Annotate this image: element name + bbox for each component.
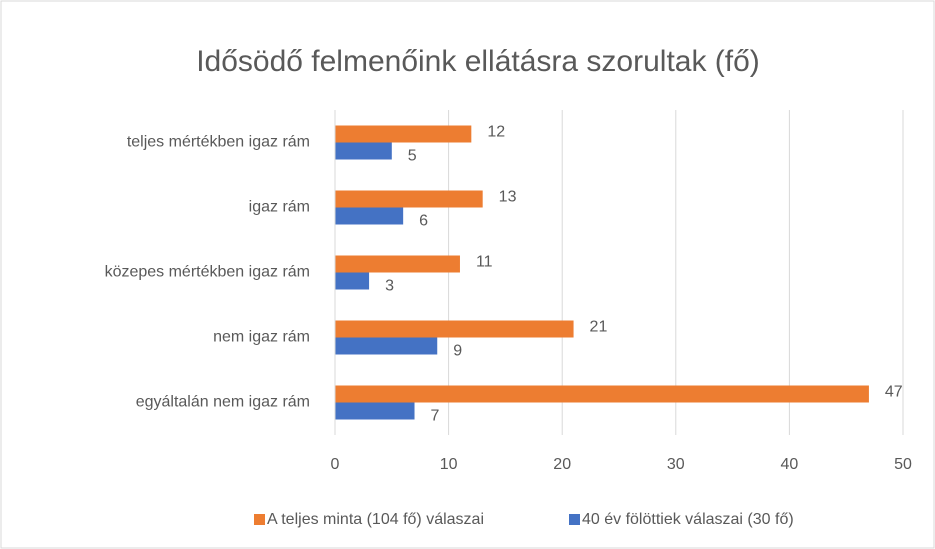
bar	[335, 320, 574, 338]
y-tick-label: nem igaz rám	[213, 329, 310, 346]
legend-swatch	[569, 514, 580, 525]
bar	[335, 272, 370, 290]
data-label: 12	[487, 124, 505, 141]
chart-title: Idősödő felmenőink ellátásra szorultak (…	[196, 45, 760, 78]
y-tick-label: teljes mértékben igaz rám	[127, 134, 310, 151]
data-label: 6	[419, 213, 428, 230]
x-tick-label: 40	[781, 456, 799, 473]
bar	[335, 207, 404, 225]
data-label: 47	[885, 384, 903, 401]
x-tick-label: 0	[331, 456, 340, 473]
legend-label: A teljes minta (104 fő) válaszai	[267, 511, 484, 528]
bar	[335, 402, 415, 420]
x-tick-label: 10	[440, 456, 458, 473]
data-label: 13	[499, 189, 517, 206]
data-label: 3	[385, 278, 394, 295]
data-label: 11	[476, 254, 493, 271]
legend-swatch	[254, 514, 265, 525]
bar	[335, 385, 869, 403]
bar	[335, 255, 460, 273]
y-tick-label: közepes mértékben igaz rám	[105, 264, 310, 281]
bar	[335, 142, 392, 160]
bar	[335, 125, 472, 143]
x-tick-label: 20	[553, 456, 571, 473]
x-tick-label: 50	[894, 456, 912, 473]
data-label: 5	[408, 148, 417, 165]
data-label: 21	[590, 319, 608, 336]
x-tick-label: 30	[667, 456, 685, 473]
bar	[335, 190, 483, 208]
y-tick-label: igaz rám	[249, 199, 310, 216]
legend-label: 40 év fölöttiek válaszai (30 fő)	[582, 511, 794, 528]
y-tick-label: egyáltalán nem igaz rám	[136, 394, 310, 411]
bar	[335, 337, 438, 355]
data-label: 7	[431, 408, 440, 425]
data-label: 9	[453, 343, 462, 360]
